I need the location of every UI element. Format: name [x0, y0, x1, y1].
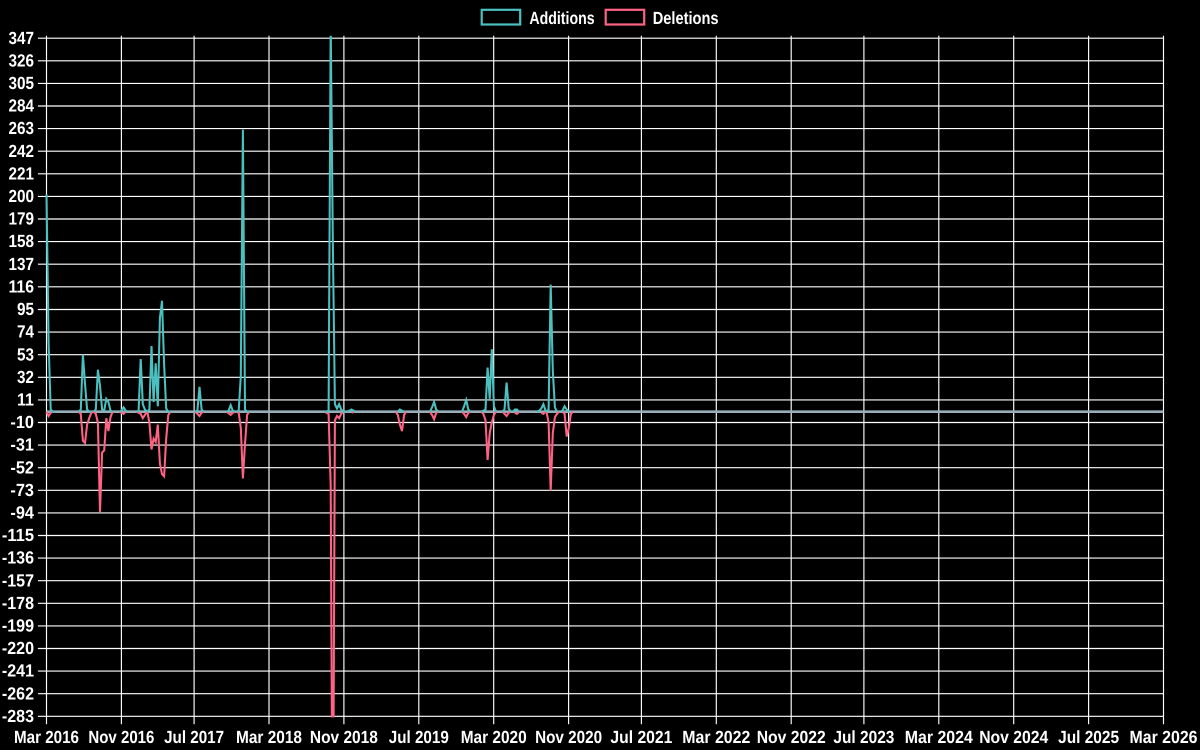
svg-text:Jul 2021: Jul 2021 [610, 727, 672, 747]
svg-text:116: 116 [9, 276, 35, 296]
svg-text:-115: -115 [2, 525, 34, 545]
svg-text:11: 11 [17, 390, 34, 410]
svg-text:Mar 2024: Mar 2024 [905, 727, 973, 747]
svg-text:Nov 2022: Nov 2022 [757, 727, 826, 747]
svg-text:-157: -157 [2, 570, 34, 590]
svg-text:-220: -220 [2, 638, 34, 658]
svg-text:Jul 2025: Jul 2025 [1058, 727, 1119, 747]
svg-text:74: 74 [17, 322, 34, 342]
svg-text:-73: -73 [10, 480, 34, 500]
svg-text:-94: -94 [10, 503, 34, 523]
svg-text:-136: -136 [2, 548, 34, 568]
svg-text:326: 326 [9, 50, 35, 70]
svg-text:-31: -31 [10, 435, 34, 455]
svg-text:Jul 2017: Jul 2017 [164, 727, 224, 747]
svg-text:137: 137 [9, 254, 35, 274]
svg-text:Mar 2026: Mar 2026 [1130, 727, 1198, 747]
svg-text:179: 179 [9, 209, 35, 229]
svg-text:200: 200 [9, 186, 35, 206]
svg-text:Deletions: Deletions [653, 8, 719, 28]
svg-text:221: 221 [9, 163, 35, 183]
svg-text:-199: -199 [2, 616, 34, 636]
svg-text:263: 263 [9, 118, 35, 138]
svg-text:Jul 2023: Jul 2023 [833, 727, 894, 747]
svg-text:-241: -241 [2, 661, 34, 681]
svg-text:Additions: Additions [529, 8, 594, 28]
svg-text:305: 305 [9, 73, 35, 93]
svg-text:Mar 2020: Mar 2020 [461, 727, 527, 747]
svg-text:242: 242 [9, 141, 35, 161]
svg-text:-262: -262 [2, 683, 34, 703]
svg-text:Mar 2018: Mar 2018 [236, 727, 302, 747]
svg-text:Nov 2018: Nov 2018 [310, 727, 378, 747]
svg-text:347: 347 [9, 28, 35, 48]
svg-text:-283: -283 [2, 706, 34, 726]
svg-text:284: 284 [9, 96, 35, 116]
svg-text:Mar 2016: Mar 2016 [14, 727, 79, 747]
svg-text:Nov 2024: Nov 2024 [979, 727, 1048, 747]
svg-text:Nov 2020: Nov 2020 [535, 727, 602, 747]
svg-text:158: 158 [9, 231, 35, 251]
svg-text:Jul 2019: Jul 2019 [389, 727, 449, 747]
svg-text:Nov 2016: Nov 2016 [88, 727, 154, 747]
svg-text:-10: -10 [10, 412, 34, 432]
svg-text:53: 53 [17, 344, 34, 364]
svg-text:-178: -178 [2, 593, 34, 613]
svg-text:95: 95 [17, 299, 34, 319]
svg-text:32: 32 [17, 367, 34, 387]
svg-text:-52: -52 [10, 457, 34, 477]
svg-text:Mar 2022: Mar 2022 [682, 727, 750, 747]
